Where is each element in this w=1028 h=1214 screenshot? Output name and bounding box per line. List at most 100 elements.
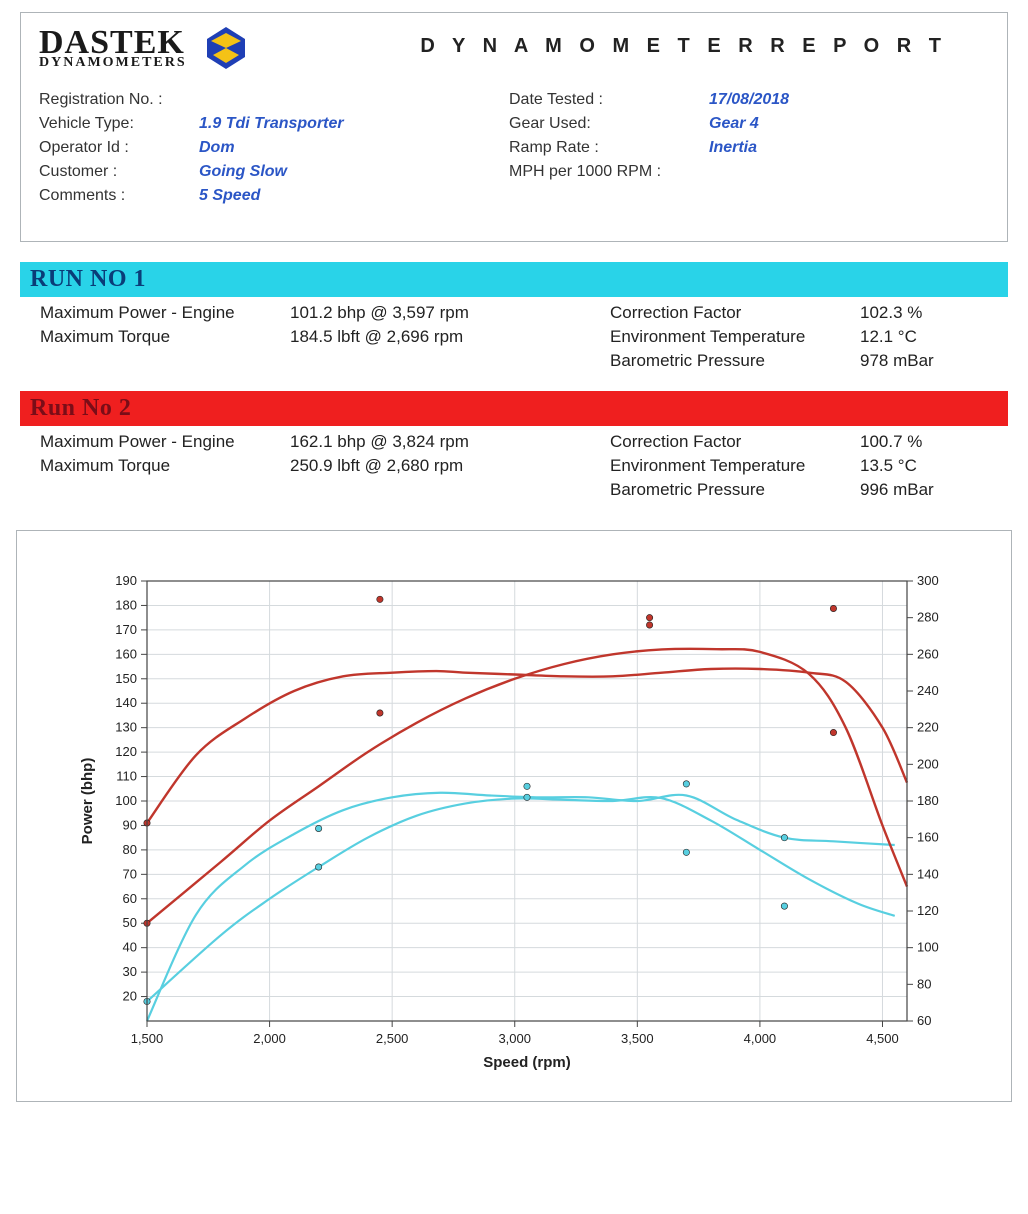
stat-value: 101.2 bhp @ 3,597 rpm <box>290 303 610 323</box>
stat-value <box>290 351 610 371</box>
svg-text:180: 180 <box>917 793 939 808</box>
meta-label: Vehicle Type: <box>39 115 199 133</box>
meta-value <box>709 187 909 205</box>
svg-text:100: 100 <box>115 793 137 808</box>
svg-text:80: 80 <box>123 842 137 857</box>
stat-value: 978 mBar <box>860 351 990 371</box>
stat-label: Maximum Power - Engine <box>40 432 290 452</box>
stat-value: 102.3 % <box>860 303 990 323</box>
svg-text:80: 80 <box>917 976 931 991</box>
marker <box>830 605 836 611</box>
stat-label: Maximum Torque <box>40 327 290 347</box>
stat-value: 12.1 °C <box>860 327 990 347</box>
stat-value: 250.9 lbft @ 2,680 rpm <box>290 456 610 476</box>
marker <box>524 783 530 789</box>
brand-logo-icon <box>201 23 251 73</box>
stat-value: 13.5 °C <box>860 456 990 476</box>
svg-text:40: 40 <box>123 940 137 955</box>
brand-sub: DYNAMOMETERS <box>39 56 187 70</box>
meta-value <box>709 163 909 181</box>
svg-text:150: 150 <box>115 671 137 686</box>
marker <box>315 864 321 870</box>
meta-value: 17/08/2018 <box>709 91 909 109</box>
marker <box>646 622 652 628</box>
meta-label: Gear Used: <box>509 115 709 133</box>
run-title-bar: RUN NO 1 <box>20 262 1008 297</box>
svg-text:100: 100 <box>917 940 939 955</box>
marker <box>646 614 652 620</box>
stat-value: 184.5 lbft @ 2,696 rpm <box>290 327 610 347</box>
svg-text:1,500: 1,500 <box>131 1031 164 1046</box>
meta-value: 1.9 Tdi Transporter <box>199 115 509 133</box>
marker <box>830 729 836 735</box>
stat-label <box>40 480 290 500</box>
stat-value: 996 mBar <box>860 480 990 500</box>
svg-text:2,000: 2,000 <box>253 1031 286 1046</box>
svg-text:280: 280 <box>917 610 939 625</box>
svg-text:190: 190 <box>115 573 137 588</box>
svg-text:260: 260 <box>917 646 939 661</box>
meta-value: 5 Speed <box>199 187 509 205</box>
svg-text:160: 160 <box>917 830 939 845</box>
stat-value: 162.1 bhp @ 3,824 rpm <box>290 432 610 452</box>
meta-value: Gear 4 <box>709 115 909 133</box>
report-header: DASTEK DYNAMOMETERS D Y N A M O M E T E … <box>20 12 1008 242</box>
meta-value: Dom <box>199 139 509 157</box>
marker <box>377 710 383 716</box>
run-title-bar: Run No 2 <box>20 391 1008 426</box>
svg-text:130: 130 <box>115 720 137 735</box>
header-meta-grid: Registration No. : Date Tested :17/08/201… <box>39 91 989 205</box>
svg-text:70: 70 <box>123 866 137 881</box>
svg-text:140: 140 <box>115 695 137 710</box>
meta-label: MPH per 1000 RPM : <box>509 163 709 181</box>
meta-value: Going Slow <box>199 163 509 181</box>
stat-value <box>290 480 610 500</box>
meta-label: Comments : <box>39 187 199 205</box>
stat-label: Maximum Torque <box>40 456 290 476</box>
stat-value: 100.7 % <box>860 432 990 452</box>
dyno-chart-container: 1,5002,0002,5003,0003,5004,0004,50020304… <box>16 530 1012 1102</box>
svg-text:20: 20 <box>123 989 137 1004</box>
svg-text:4,000: 4,000 <box>744 1031 777 1046</box>
meta-value <box>199 91 509 109</box>
svg-text:4,500: 4,500 <box>866 1031 899 1046</box>
meta-label: Date Tested : <box>509 91 709 109</box>
marker <box>377 596 383 602</box>
svg-text:2,500: 2,500 <box>376 1031 409 1046</box>
stat-label: Barometric Pressure <box>610 480 860 500</box>
svg-text:160: 160 <box>115 646 137 661</box>
dyno-chart: 1,5002,0002,5003,0003,5004,0004,50020304… <box>57 561 957 1081</box>
meta-label: Ramp Rate : <box>509 139 709 157</box>
run-stats: Maximum Power - Engine101.2 bhp @ 3,597 … <box>40 303 998 371</box>
svg-text:180: 180 <box>115 597 137 612</box>
stat-label: Maximum Power - Engine <box>40 303 290 323</box>
marker <box>781 903 787 909</box>
marker <box>683 849 689 855</box>
stat-label: Environment Temperature <box>610 456 860 476</box>
svg-text:50: 50 <box>123 915 137 930</box>
svg-text:60: 60 <box>123 891 137 906</box>
svg-text:170: 170 <box>115 622 137 637</box>
svg-text:240: 240 <box>917 683 939 698</box>
meta-label: Operator Id : <box>39 139 199 157</box>
meta-label <box>509 187 709 205</box>
meta-label: Registration No. : <box>39 91 199 109</box>
stat-label: Correction Factor <box>610 303 860 323</box>
svg-text:200: 200 <box>917 756 939 771</box>
stat-label: Correction Factor <box>610 432 860 452</box>
report-title: D Y N A M O M E T E R R E P O R T <box>420 35 947 58</box>
svg-text:30: 30 <box>123 964 137 979</box>
svg-text:3,000: 3,000 <box>498 1031 531 1046</box>
svg-text:60: 60 <box>917 1013 931 1028</box>
svg-text:110: 110 <box>116 769 137 784</box>
svg-text:220: 220 <box>917 720 939 735</box>
marker <box>524 794 530 800</box>
svg-text:140: 140 <box>917 866 939 881</box>
svg-text:120: 120 <box>115 744 137 759</box>
run-stats: Maximum Power - Engine162.1 bhp @ 3,824 … <box>40 432 998 500</box>
stat-label: Barometric Pressure <box>610 351 860 371</box>
svg-text:300: 300 <box>917 573 939 588</box>
svg-text:90: 90 <box>123 817 137 832</box>
svg-text:Speed (rpm): Speed (rpm) <box>483 1054 571 1071</box>
meta-value: Inertia <box>709 139 909 157</box>
